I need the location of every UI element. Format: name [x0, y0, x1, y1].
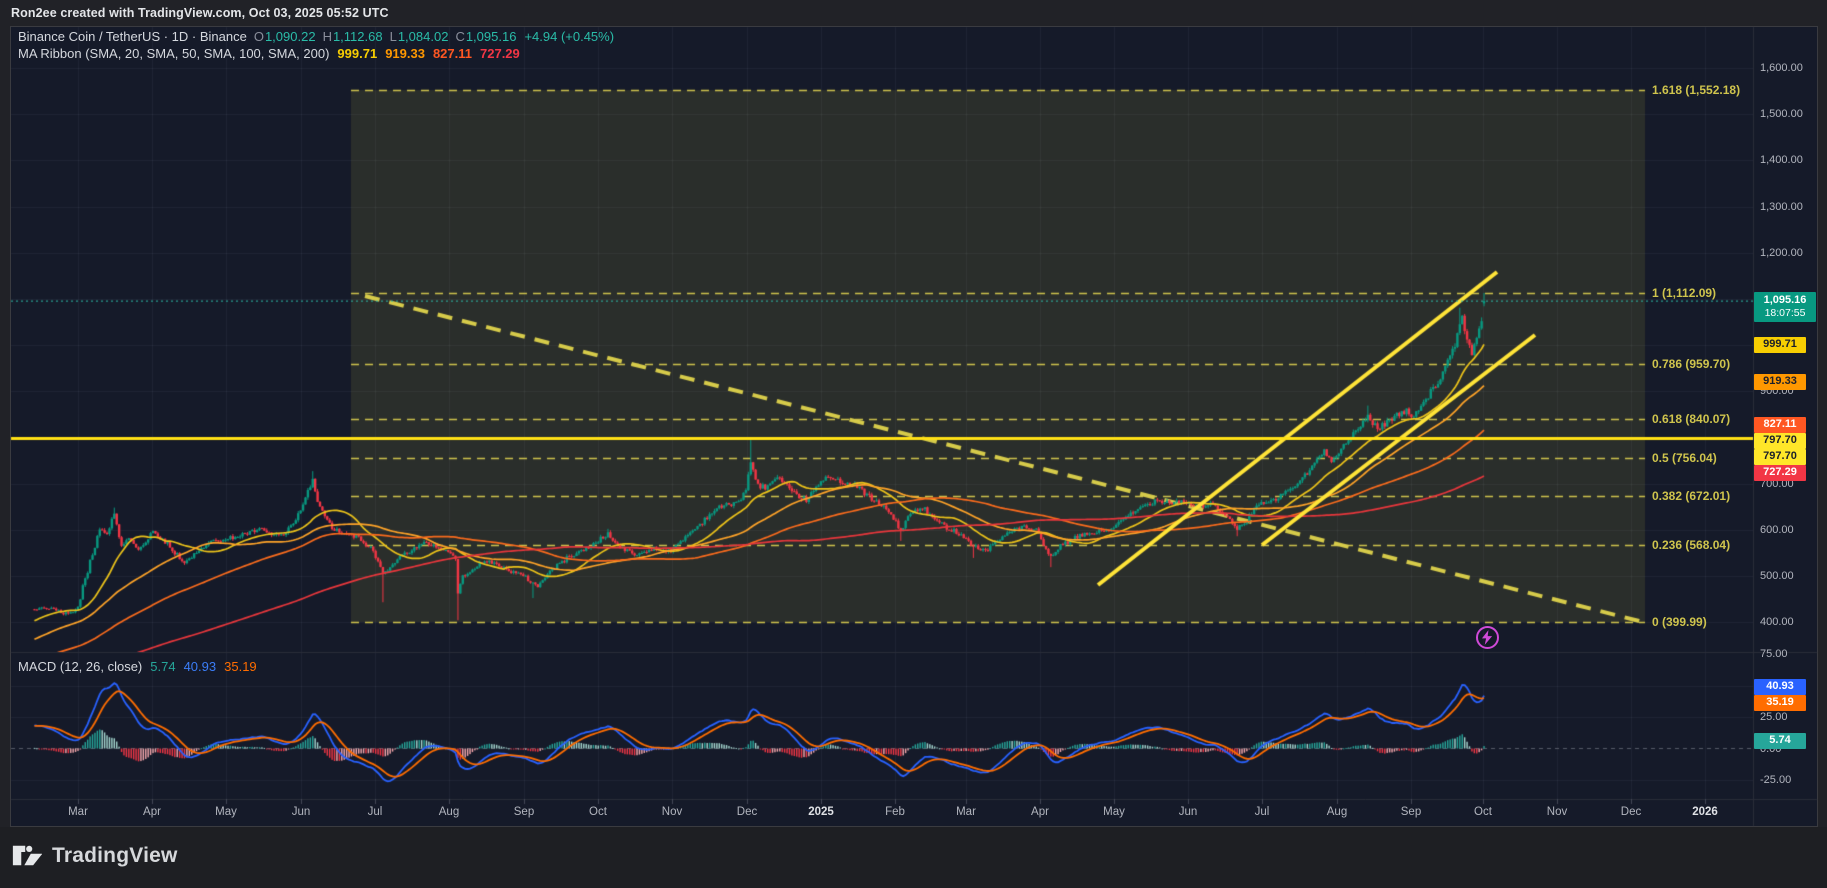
time-axis-label[interactable]: Jul: [1254, 806, 1270, 818]
time-axis-label[interactable]: Mar: [68, 806, 88, 818]
time-axis-label[interactable]: 2026: [1692, 806, 1718, 818]
time-axis-label[interactable]: Feb: [885, 806, 905, 818]
ohlc-key: O: [253, 29, 264, 44]
macd-axis-label: 25.00: [1760, 711, 1788, 723]
price-tag: 35.19: [1754, 695, 1806, 711]
time-axis-label[interactable]: Nov: [1546, 806, 1568, 818]
price-axis-label: 600.00: [1760, 523, 1794, 536]
footer-bar: TradingView: [0, 827, 1827, 888]
time-axis-label[interactable]: May: [215, 806, 237, 818]
price-tag: 727.29: [1754, 465, 1806, 481]
tradingview-logo-icon: [12, 845, 42, 866]
macd-legend-value: 35.19: [224, 659, 257, 674]
time-axis-label[interactable]: Sep: [513, 806, 535, 818]
price-tag: 797.70: [1754, 433, 1806, 449]
ma-value: 999.71: [337, 46, 378, 61]
time-axis-label[interactable]: Apr: [143, 806, 161, 818]
time-axis-label[interactable]: May: [1103, 806, 1125, 818]
caption-bar: Ron2ee created with TradingView.com, Oct…: [0, 0, 1827, 26]
ohlc-values: O1,090.22 H1,112.68 L1,084.02 C1,095.16 +4.9…: [247, 29, 614, 44]
ma-ribbon-legend[interactable]: MA Ribbon (SMA, 20, SMA, 50, SMA, 100, S…: [18, 46, 520, 61]
price-axis-label: 1,500.00: [1760, 108, 1803, 121]
macd-axis-label: 75.00: [1760, 648, 1788, 660]
ma-value: 919.33: [385, 46, 425, 61]
macd-label: MACD (12, 26, close): [18, 659, 143, 674]
fib-level-label: 1.618 (1,552.18): [1652, 83, 1741, 98]
ohlc-key: C: [455, 29, 465, 44]
price-tag: 919.33: [1754, 374, 1806, 390]
macd-axis-label: -25.00: [1760, 774, 1792, 786]
ma-ribbon-values: 999.71 919.33 827.11 727.29: [329, 46, 519, 61]
time-axis-label[interactable]: Dec: [1620, 806, 1642, 818]
fib-level-label: 0.5 (756.04): [1652, 450, 1717, 465]
time-axis-label[interactable]: Nov: [661, 806, 683, 818]
symbol-legend[interactable]: Binance Coin / TetherUS · 1D · Binance O1…: [18, 29, 614, 44]
price-tag: 40.93: [1754, 679, 1806, 695]
fib-level-label: 0.618 (840.07): [1652, 411, 1731, 426]
price-axis-label: 1,200.00: [1760, 246, 1803, 259]
price-axis-label: 400.00: [1760, 616, 1794, 629]
time-axis-label[interactable]: Mar: [956, 806, 976, 818]
price-axis-label: 500.00: [1760, 569, 1794, 582]
ohlc-value: 1,084.02: [397, 29, 449, 44]
symbol-title: Binance Coin / TetherUS · 1D · Binance: [18, 29, 247, 44]
time-axis-label[interactable]: Jun: [1178, 806, 1198, 818]
tradingview-brand-text[interactable]: TradingView: [52, 843, 178, 867]
macd-legend-value: 5.74: [150, 659, 176, 674]
chart-panel: [10, 26, 1818, 827]
time-axis-label[interactable]: Apr: [1031, 806, 1049, 818]
price-tag: 5.74: [1754, 733, 1806, 749]
time-axis-label[interactable]: Dec: [736, 806, 758, 818]
ohlc-value: 1,112.68: [332, 29, 383, 44]
macd-legend-value: 40.93: [183, 659, 217, 674]
price-axis-label: 1,300.00: [1760, 200, 1803, 213]
time-axis-label[interactable]: Oct: [589, 806, 607, 818]
flash-drawing-icon[interactable]: [1476, 626, 1499, 649]
change-value: +4.94 (+0.45%): [524, 29, 615, 44]
ohlc-key: L: [389, 29, 397, 44]
ma-ribbon-label: MA Ribbon (SMA, 20, SMA, 50, SMA, 100, S…: [18, 46, 330, 61]
price-tag: 827.11: [1754, 417, 1806, 433]
time-axis-label[interactable]: Aug: [438, 806, 460, 818]
price-tag: 1,095.16 18:07:55: [1754, 292, 1816, 322]
fib-level-label: 0.382 (672.01): [1652, 489, 1731, 504]
ohlc-key: H: [322, 29, 332, 44]
price-axis-label: 1,400.00: [1760, 154, 1803, 167]
macd-legend[interactable]: MACD (12, 26, close) 5.74 40.93 35.19: [18, 659, 257, 674]
time-axis-label[interactable]: Jul: [367, 806, 383, 818]
time-axis-label[interactable]: Jun: [291, 806, 311, 818]
time-axis-label[interactable]: Oct: [1474, 806, 1492, 818]
fib-level-label: 0 (399.99): [1652, 615, 1707, 630]
caption-text: Ron2ee created with TradingView.com, Oct…: [11, 6, 389, 20]
lightning-bolt-icon: [1481, 630, 1493, 645]
macd-values: 5.74 40.93 35.19: [142, 659, 256, 674]
price-tag: 999.71: [1754, 337, 1806, 353]
time-axis-label[interactable]: 2025: [808, 806, 834, 818]
fib-level-label: 0.236 (568.04): [1652, 537, 1731, 552]
ma-value: 827.11: [432, 46, 472, 61]
ohlc-value: 1,095.16: [465, 29, 517, 44]
ma-value: 727.29: [480, 46, 520, 61]
fib-level-label: 0.786 (959.70): [1652, 356, 1731, 371]
price-tag: 797.70: [1754, 449, 1806, 465]
fib-level-label: 1 (1,112.09): [1652, 286, 1717, 301]
price-axis-label: 1,600.00: [1760, 62, 1803, 74]
ohlc-value: 1,090.22: [264, 29, 316, 44]
time-axis-label[interactable]: Sep: [1400, 806, 1422, 818]
time-axis-label[interactable]: Aug: [1326, 806, 1348, 818]
